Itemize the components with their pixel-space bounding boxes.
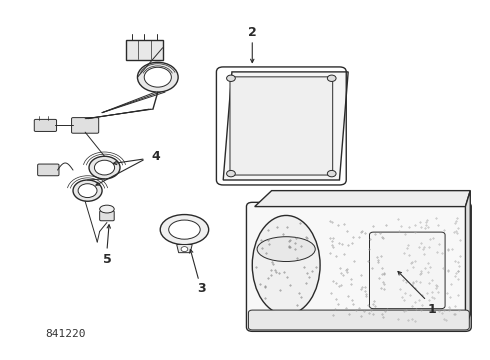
Text: 4: 4 (151, 150, 160, 163)
FancyBboxPatch shape (248, 310, 469, 330)
FancyBboxPatch shape (72, 118, 98, 133)
Polygon shape (466, 191, 470, 327)
Circle shape (95, 160, 115, 175)
FancyBboxPatch shape (34, 120, 56, 131)
Circle shape (327, 75, 336, 81)
Text: 2: 2 (248, 26, 257, 39)
Ellipse shape (160, 215, 209, 245)
FancyBboxPatch shape (38, 164, 59, 176)
Ellipse shape (169, 220, 200, 239)
Circle shape (226, 75, 235, 81)
Polygon shape (223, 72, 348, 180)
Ellipse shape (252, 215, 320, 315)
FancyBboxPatch shape (246, 202, 471, 331)
Circle shape (78, 184, 97, 198)
FancyBboxPatch shape (99, 211, 114, 221)
Ellipse shape (99, 205, 114, 213)
Polygon shape (255, 191, 470, 207)
FancyBboxPatch shape (369, 232, 445, 309)
Circle shape (73, 180, 102, 201)
Text: 5: 5 (102, 253, 111, 266)
Ellipse shape (257, 237, 315, 261)
Circle shape (327, 170, 336, 177)
Text: 3: 3 (197, 282, 206, 294)
Polygon shape (177, 244, 192, 253)
Circle shape (226, 170, 235, 177)
Circle shape (144, 67, 172, 87)
Circle shape (89, 156, 120, 179)
FancyBboxPatch shape (126, 40, 163, 60)
Circle shape (138, 62, 178, 92)
Text: 841220: 841220 (46, 329, 86, 339)
FancyBboxPatch shape (230, 77, 333, 175)
Text: 1: 1 (427, 303, 436, 316)
Circle shape (181, 247, 188, 252)
